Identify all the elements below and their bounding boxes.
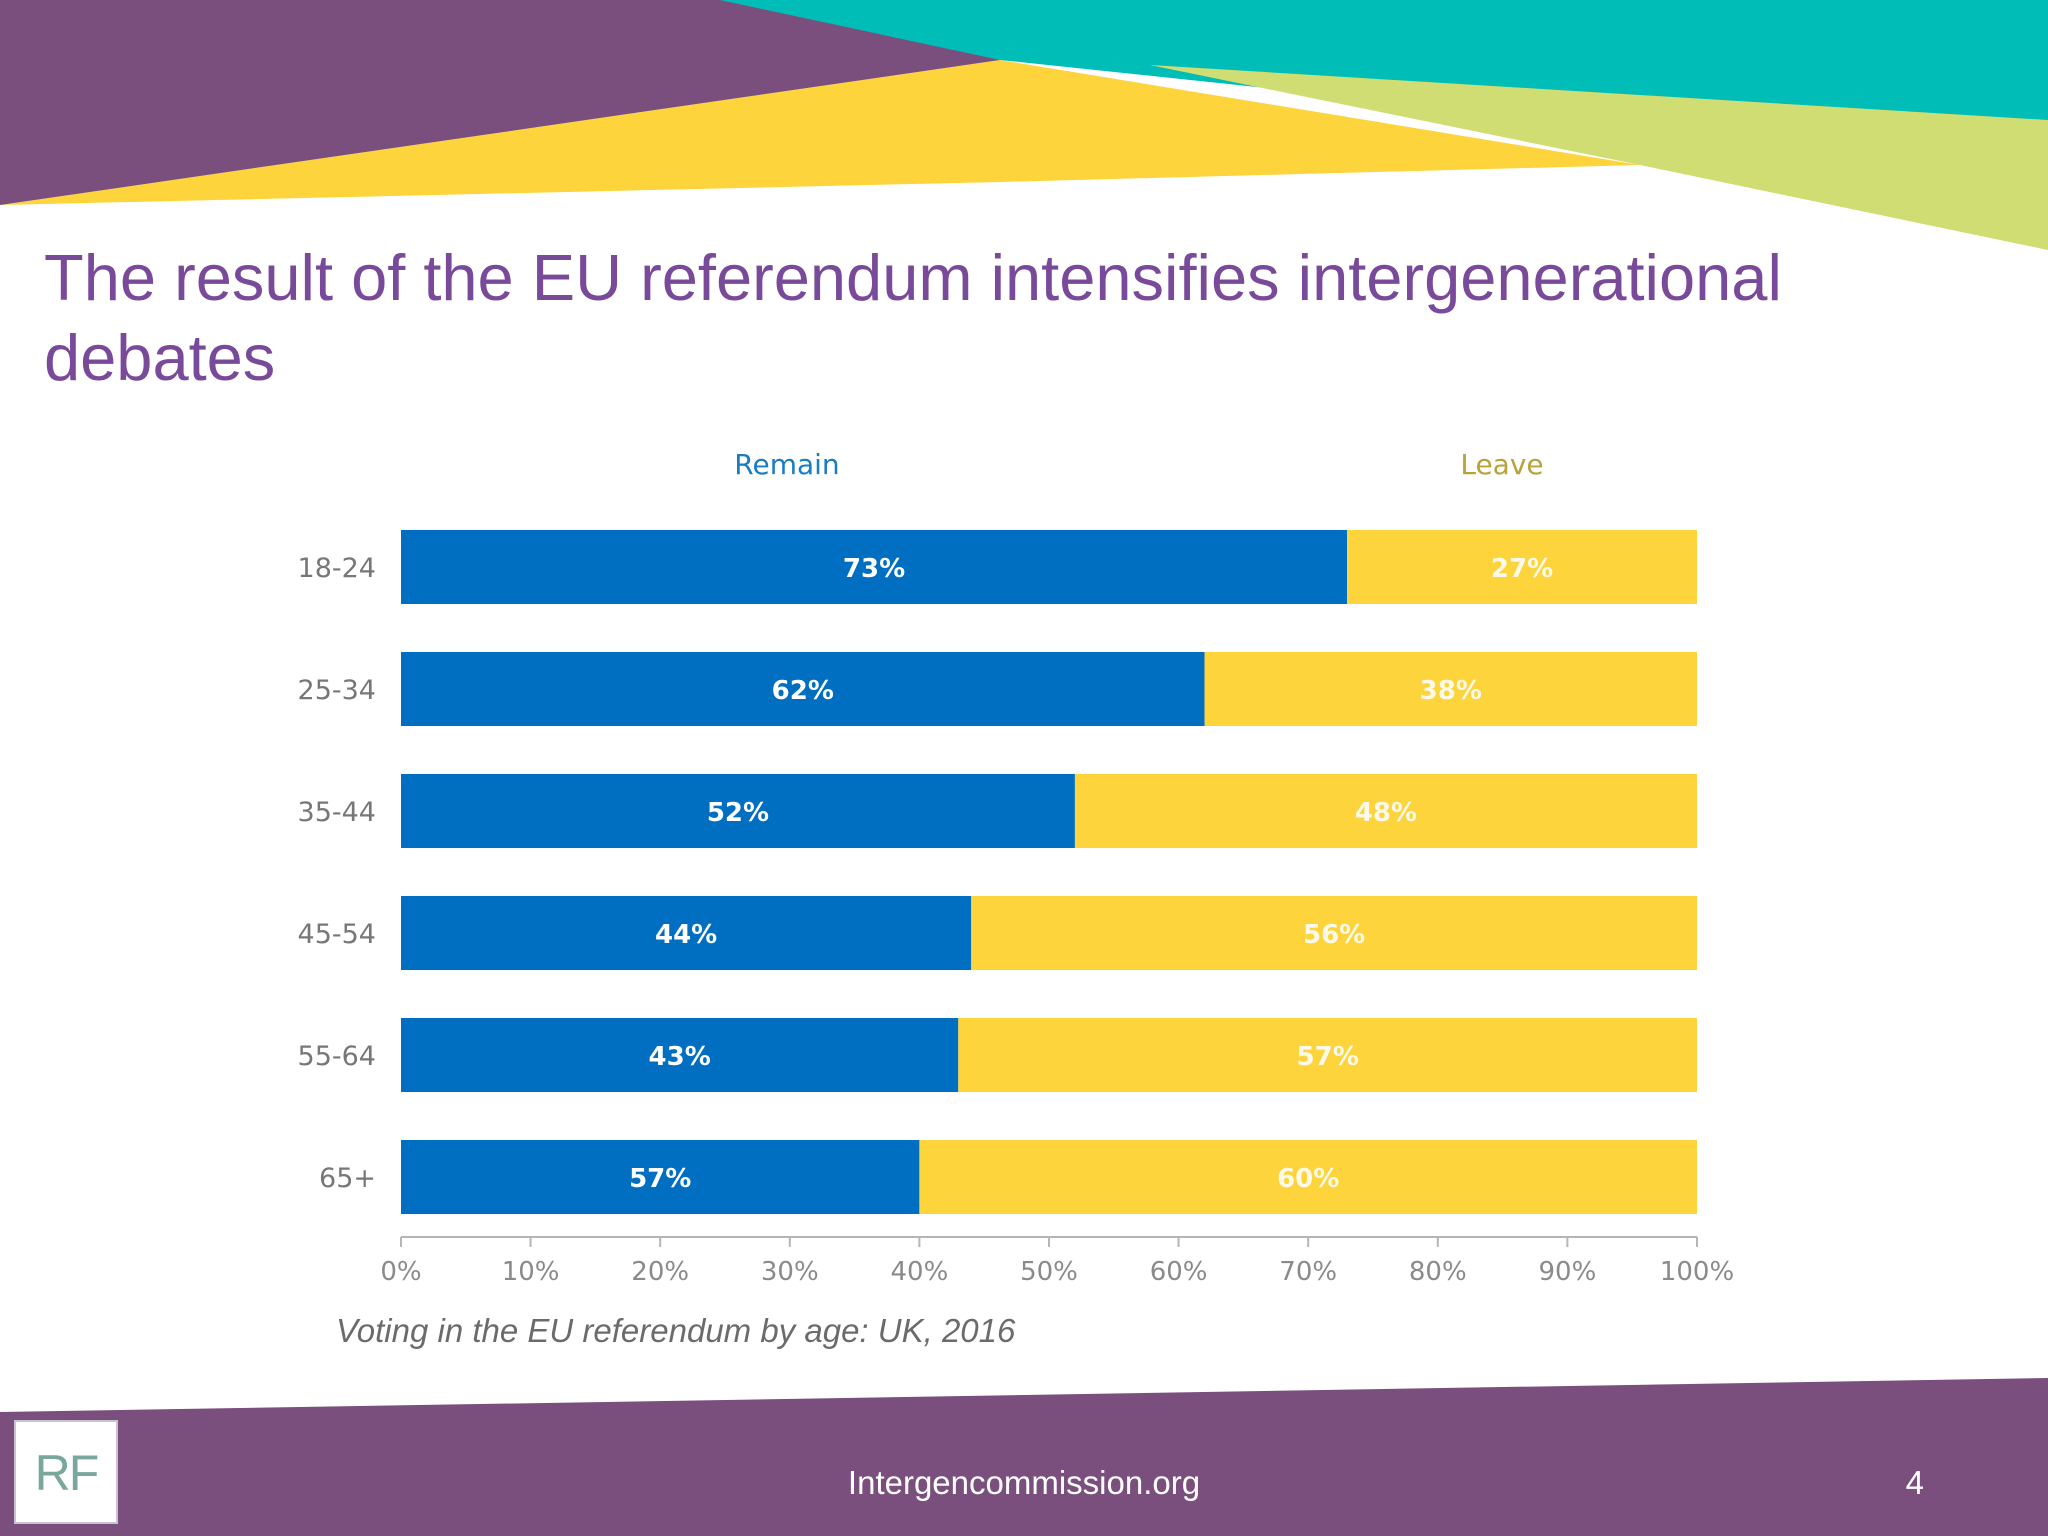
bar-leave <box>919 1140 1697 1214</box>
y-tick-label: 55-64 <box>298 1041 376 1072</box>
header-purple-band <box>0 0 1000 205</box>
bar-value-label: 62% <box>772 676 834 706</box>
x-tick-label: 90% <box>1539 1257 1597 1287</box>
bar-value-label: 52% <box>707 798 769 828</box>
bar-remain <box>401 530 1348 604</box>
chart-caption: Voting in the EU referendum by age: UK, … <box>336 1312 1016 1349</box>
legend-remain: Remain <box>734 448 839 481</box>
bar-value-label: 57% <box>629 1164 691 1194</box>
header-lime-band <box>1150 65 2048 250</box>
page-number: 4 <box>1905 1464 1924 1501</box>
slide-title: The result of the EU referendum intensif… <box>44 241 1782 394</box>
x-tick-label: 70% <box>1279 1257 1337 1287</box>
chart-legend: Remain Leave <box>734 448 1543 481</box>
bar-remain <box>401 896 972 970</box>
bar-remain <box>401 652 1205 726</box>
legend-leave: Leave <box>1460 448 1543 481</box>
y-tick-label: 25-34 <box>298 675 376 706</box>
y-tick-label: 45-54 <box>298 919 376 950</box>
bar-remain <box>401 1018 959 1092</box>
header-yellow-band <box>0 60 1640 205</box>
x-axis: 0% 10% 20% 30% 40% 50% 60% 70% 80% 90% 100% <box>380 1236 1734 1287</box>
x-tick-label: 60% <box>1150 1257 1208 1287</box>
y-tick-label: 18-24 <box>298 553 376 584</box>
bar-leave <box>971 896 1697 970</box>
logo-text: RF <box>34 1445 100 1501</box>
x-tick-label: 50% <box>1020 1257 1078 1287</box>
x-tick-label: 10% <box>502 1257 560 1287</box>
bar-remain <box>401 774 1075 848</box>
bar-value-label: 57% <box>1297 1042 1359 1072</box>
y-tick-label: 65+ <box>319 1163 376 1194</box>
referendum-age-chart: Remain Leave 18-24 25-34 35-44 45-54 55-64 65+… <box>298 448 1735 1287</box>
bar-value-label: 27% <box>1491 554 1553 584</box>
bar-value-label: 60% <box>1277 1164 1339 1194</box>
footer-purple-band <box>0 1378 2048 1536</box>
bar-value-label: 44% <box>655 920 717 950</box>
bar-leave <box>1074 774 1697 848</box>
bar-leave <box>1347 530 1697 604</box>
rf-logo: RF <box>14 1420 118 1524</box>
bar-value-label: 43% <box>649 1042 711 1072</box>
x-tick-label: 80% <box>1409 1257 1467 1287</box>
x-tick-label: 20% <box>631 1257 689 1287</box>
bar-value-label: 56% <box>1303 920 1365 950</box>
bar-value-labels: 73% 27% 62% 38% 52% 48% 44% 56% 43% 57% 57% 60% <box>629 554 1553 1194</box>
bar-leave <box>1204 652 1697 726</box>
x-tick-label: 100% <box>1660 1257 1734 1287</box>
y-axis-labels: 18-24 25-34 35-44 45-54 55-64 65+ <box>298 553 376 1194</box>
bar-value-label: 48% <box>1355 798 1417 828</box>
x-tick-label: 40% <box>891 1257 949 1287</box>
bar-leave <box>958 1018 1697 1092</box>
y-tick-label: 35-44 <box>298 797 376 828</box>
bar-value-label: 73% <box>843 554 905 584</box>
x-tick-label: 30% <box>761 1257 819 1287</box>
x-tick-label: 0% <box>380 1257 421 1287</box>
chart-bars <box>401 530 1697 1214</box>
bar-value-label: 38% <box>1420 676 1482 706</box>
bar-remain <box>401 1140 920 1214</box>
footer-website-link[interactable]: Intergencommission.org <box>847 1464 1201 1501</box>
